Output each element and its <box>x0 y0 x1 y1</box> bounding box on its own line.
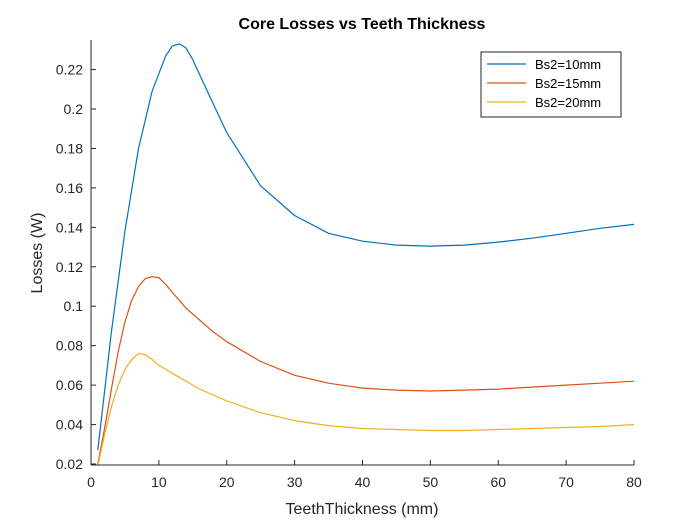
y-tick-label: 0.08 <box>56 338 83 354</box>
axes: 0 10 20 30 40 50 60 70 80 0.02 0.04 0.06 0.08 0.1 0.12… <box>56 40 642 490</box>
y-tick-label: 0.16 <box>56 180 83 196</box>
chart-title: Core Losses vs Teeth Thickness <box>239 16 486 33</box>
legend-label-2: Bs2=15mm <box>535 76 601 91</box>
series-layer <box>97 43 634 465</box>
series-line-1 <box>97 43 634 451</box>
y-tick-label: 0.02 <box>56 456 83 472</box>
y-tick-label: 0.22 <box>56 62 83 78</box>
legend-box <box>480 51 622 118</box>
y-tick-label: 0.18 <box>56 140 83 156</box>
y-axis-label: Losses (W) <box>29 213 46 294</box>
series-line-3 <box>97 353 634 465</box>
x-tick-label: 50 <box>423 474 439 490</box>
y-tick-label: 0.04 <box>56 417 83 433</box>
series-line-2 <box>97 276 634 465</box>
x-axis-label: TeethThickness (mm) <box>286 501 439 518</box>
x-tick-label: 30 <box>287 474 303 490</box>
y-tick-label: 0.12 <box>56 259 83 275</box>
x-tick-label: 10 <box>151 474 167 490</box>
x-tick-label: 80 <box>626 474 642 490</box>
x-tick-label: 60 <box>490 474 506 490</box>
x-tick-label: 20 <box>219 474 235 490</box>
y-tick-label: 0.14 <box>56 219 83 235</box>
legend-label-3: Bs2=20mm <box>535 95 601 110</box>
y-tick-label: 0.2 <box>64 101 84 117</box>
x-tick-label: 40 <box>355 474 371 490</box>
y-tick-label: 0.1 <box>64 298 84 314</box>
legend-label-1: Bs2=10mm <box>535 57 601 72</box>
x-tick-label: 0 <box>87 474 95 490</box>
y-tick-label: 0.06 <box>56 377 83 393</box>
legend: Bs2=10mm Bs2=15mm Bs2=20mm <box>480 51 622 118</box>
x-tick-label: 70 <box>558 474 574 490</box>
